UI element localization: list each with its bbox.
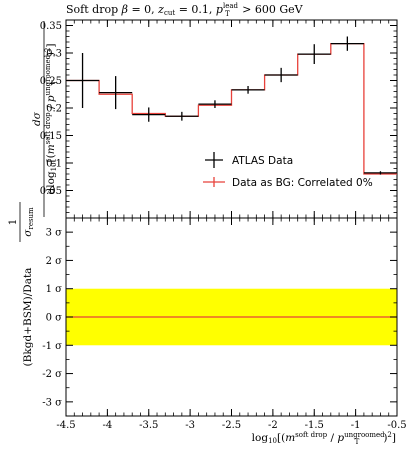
main-y-tick-label: 0.05 — [40, 186, 62, 197]
x-tick-label: -0.5 — [387, 420, 406, 431]
main-y-axis-title: dσ dlog10[(msoft drop / pungroomedT)2] — [31, 21, 59, 217]
ratio-panel: -3 σ -2 σ -1 σ 0 σ 1 σ 2 σ 3 σ -4.5 -4 -3.5 -3 -2.… — [22, 217, 407, 446]
x-tick-label: -3 — [185, 420, 195, 431]
ratio-y-tick-label: 0 σ — [46, 313, 63, 324]
legend-entry-mc: Data as BG: Correlated 0% — [203, 177, 373, 189]
mc-histogram — [66, 43, 397, 175]
ratio-y-axis-title: (Bkgd+BSM)/Data — [22, 268, 34, 367]
ratio-y-tick-label: -1 σ — [42, 341, 62, 352]
ratio-x-axis-title: log10[(msoft drop / pungroomed T)2] — [252, 431, 396, 446]
x-tick-label: -1 — [351, 420, 361, 431]
x-tick-label: -4 — [103, 420, 113, 431]
main-panel: 0.05 0.1 0.15 0.2 0.25 0.3 0.35 ATLAS Data Dat… — [7, 19, 398, 242]
ratio-y-tick-label: 3 σ — [46, 228, 63, 239]
ratio-y-tick-label: -2 σ — [42, 369, 62, 380]
main-y-tick-label: 0.35 — [40, 21, 62, 32]
main-y-tick-label: 0.1 — [46, 159, 62, 170]
ratio-y-ticks: -3 σ -2 σ -1 σ 0 σ 1 σ 2 σ 3 σ — [42, 217, 397, 417]
ratio-x-ticks: -4.5 -4 -3.5 -3 -2.5 -2 -1.5 -1 -0.5 — [56, 218, 407, 431]
data-points — [66, 36, 397, 175]
legend-mc-label: Data as BG: Correlated 0% — [232, 177, 373, 189]
ratio-y-tick-label: -3 σ — [42, 397, 62, 408]
ratio-y-tick-label: 2 σ — [46, 256, 63, 267]
x-tick-label: -2 — [268, 420, 278, 431]
x-tick-label: -1.5 — [305, 420, 324, 431]
main-y-tick-label: 0.2 — [46, 104, 62, 115]
svg-text:dσ: dσ — [31, 111, 43, 126]
svg-text:σresum: σresum — [22, 207, 35, 237]
main-y-tick-label: 0.3 — [46, 49, 62, 60]
legend: ATLAS Data Data as BG: Correlated 0% — [203, 152, 373, 189]
x-tick-label: -2.5 — [222, 420, 241, 431]
legend-data-label: ATLAS Data — [232, 155, 293, 167]
main-y-tick-label: 0.25 — [40, 76, 62, 87]
x-tick-label: -4.5 — [56, 420, 75, 431]
main-y-tick-label: 0.15 — [40, 131, 62, 142]
mc-step-line — [66, 43, 397, 175]
x-tick-label: -3.5 — [139, 420, 158, 431]
ratio-y-tick-label: 1 σ — [46, 284, 63, 295]
chart-title: Soft drop β = 0, zcut = 0.1, plead T > 60… — [66, 2, 304, 18]
svg-text:1: 1 — [7, 219, 19, 226]
main-y-axis-norm: 1 σresum — [7, 202, 35, 242]
main-x-ticks — [65, 20, 398, 218]
svg-text:dlog10[(msoft drop / pungroome: dlog10[(msoft drop / pungroomedT)2] — [44, 43, 59, 194]
legend-entry-data: ATLAS Data — [205, 152, 293, 168]
